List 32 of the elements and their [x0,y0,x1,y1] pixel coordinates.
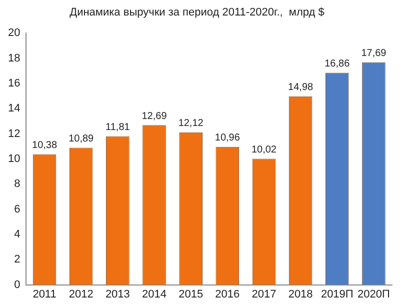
chart-title: Динамика выручки за период 2011-2020г., млрд $ [70,6,324,19]
y-tick-label: 4 [14,228,20,241]
y-tick-label: 18 [8,52,20,64]
data-label: 12,12 [178,118,204,130]
y-tick-label: 20 [8,27,20,40]
x-tick-label: 2011 [32,288,56,300]
y-tick-label: 8 [14,178,20,190]
data-label: 10,38 [32,140,58,151]
y-tick-label: 2 [14,254,20,266]
x-tick-label: 2012 [68,288,94,300]
x-tick-label: 2018 [288,288,313,300]
x-tick-label: 2013 [105,288,130,300]
y-tick-label: 12 [8,128,20,140]
y-tick-label: 0 [14,278,20,291]
data-label: 10,96 [214,132,240,144]
x-tick-label: 2017 [252,288,276,300]
data-label: 10,02 [251,144,277,156]
data-label: 10,89 [68,134,94,145]
data-label: 12,69 [142,110,168,122]
data-label: 16,86 [324,58,350,70]
y-tick-label: 6 [14,203,20,216]
x-tick-label: 2014 [142,288,166,300]
y-tick-label: 14 [8,102,20,115]
data-label: 14,98 [288,82,314,94]
x-tick-label: 2020П [358,288,390,300]
x-tick-label: 2019П [320,288,354,300]
data-label: 11,81 [106,122,130,133]
y-tick-label: 10 [8,153,20,166]
y-tick-label: 16 [8,78,20,90]
x-tick-label: 2015 [178,288,204,300]
x-tick-label: 2016 [215,288,240,300]
data-label: 17,69 [361,48,387,60]
